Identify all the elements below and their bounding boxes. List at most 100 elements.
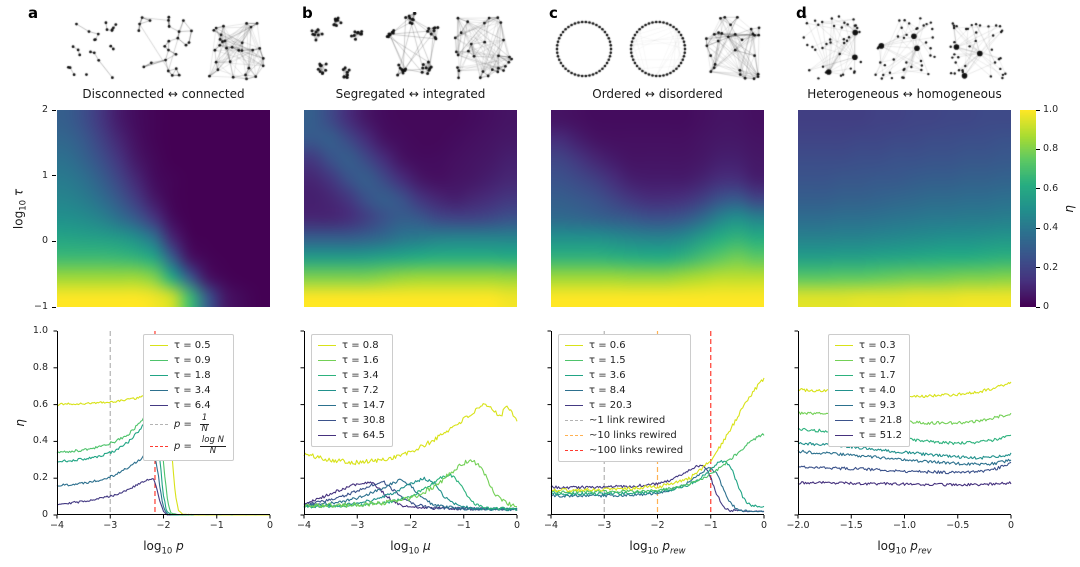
fraction-denominator: N — [201, 423, 208, 434]
heatmap-y-tick-label: 1 — [41, 169, 48, 181]
legend-entry-label: τ = 3.4 — [342, 370, 379, 381]
network-illustration — [945, 12, 1011, 84]
legend-swatch — [835, 435, 853, 436]
legend-swatch-dashed — [150, 445, 168, 447]
colorbar-tick-label: 1.0 — [1043, 104, 1059, 115]
legend-entry: τ = 8.4 — [565, 384, 683, 397]
legend-entry: τ = 0.3 — [835, 339, 902, 352]
x-tick-label: −1 — [209, 520, 224, 531]
y-tick-label: 0.6 — [32, 398, 48, 410]
legend-entry-label: τ = 1.7 — [859, 370, 896, 381]
network-illustration — [131, 12, 197, 84]
legend-entry: τ = 3.4 — [318, 369, 385, 382]
legend-swatch — [565, 390, 583, 391]
legend-entry-label: τ = 6.4 — [174, 400, 211, 411]
network-illustration — [378, 12, 444, 84]
series-line — [303, 478, 518, 512]
network-illustration — [57, 12, 123, 84]
legend-entry-label: τ = 0.3 — [859, 340, 896, 351]
heatmap-y-tick-label: 2 — [41, 104, 48, 115]
legend-swatch-dashed — [565, 420, 583, 421]
heatmap-canvas — [551, 110, 764, 307]
colorbar-tick — [1036, 306, 1040, 308]
series-line — [303, 459, 518, 509]
legend-swatch — [150, 360, 168, 361]
heatmap-y-axis-label: log10 τ — [11, 188, 29, 229]
legend-swatch-dashed — [565, 450, 583, 451]
colorbar-tick — [1036, 267, 1040, 269]
colorbar-tick-label: 0.4 — [1043, 222, 1059, 234]
x-tick-label: 0 — [266, 520, 274, 531]
x-tick-label: −1 — [703, 520, 718, 531]
legend-entry-label: τ = 7.2 — [342, 385, 379, 396]
legend-entry-label: τ = 64.5 — [342, 430, 386, 441]
x-tick-label: −1.0 — [892, 520, 917, 531]
network-illustration — [551, 12, 617, 84]
series-line — [550, 464, 765, 513]
colorbar-tick-label: 0.6 — [1043, 182, 1059, 194]
legend-entry-label: τ = 9.3 — [859, 400, 896, 411]
legend-swatch — [835, 375, 853, 376]
heatmap-canvas — [798, 110, 1011, 307]
legend-entry-label: τ = 8.4 — [589, 385, 626, 396]
x-tick-label: −2 — [403, 520, 418, 531]
legend-entry: ~1 link rewired — [565, 414, 683, 427]
x-tick-label: −2 — [156, 520, 171, 531]
x-tick-label: −1.5 — [839, 520, 863, 531]
series-line — [551, 377, 765, 493]
legend: τ = 0.8 τ = 1.6 τ = 3.4 τ = 7.2 τ = 14.7 τ = … — [311, 334, 394, 447]
legend-swatch — [318, 390, 336, 391]
series-line — [797, 480, 1012, 487]
panel-title-b: Segregated ↔ integrated — [335, 87, 486, 101]
panel-title-c: Ordered ↔ disordered — [592, 87, 723, 101]
legend-entry-label: τ = 14.7 — [342, 400, 386, 411]
legend-entry: τ = 1.5 — [565, 354, 683, 367]
x-axis-label-d: log10 prev — [877, 539, 932, 557]
legend-entry-label: τ = 0.8 — [342, 340, 379, 351]
panel-letter-a: a — [28, 4, 39, 22]
legend-entry-label: p = — [174, 418, 192, 430]
x-axis-label-c: log10 prew — [629, 539, 686, 557]
x-tick-label: 0 — [1007, 520, 1015, 531]
heatmap-canvas — [304, 110, 517, 307]
legend: τ = 0.5 τ = 0.9 τ = 1.8 τ = 3.4 τ = 6.4 p = 1… — [143, 334, 234, 461]
colorbar-tick — [1036, 148, 1040, 150]
legend-swatch — [835, 360, 853, 361]
x-tick-label: −2 — [650, 520, 665, 531]
legend-entry-label: τ = 1.5 — [589, 355, 626, 366]
lineplot-y-axis-label: η — [13, 419, 27, 427]
legend-entry: τ = 30.8 — [318, 414, 385, 427]
series-line — [550, 466, 765, 513]
legend-swatch — [835, 405, 853, 406]
legend-entry-label: ~10 links rewired — [589, 430, 677, 441]
network-illustration — [698, 12, 764, 84]
legend-entry: ~100 links rewired — [565, 444, 683, 457]
legend-entry-label: τ = 4.0 — [859, 385, 896, 396]
x-axis-label-b: log10 μ — [390, 539, 431, 557]
colorbar — [1020, 110, 1036, 307]
legend-entry: τ = 0.7 — [835, 354, 902, 367]
network-illustration — [204, 12, 270, 84]
legend-entry: τ = 1.8 — [150, 369, 226, 382]
colorbar-tick-label: 0 — [1043, 301, 1050, 312]
colorbar-label: η — [1062, 204, 1076, 213]
lineplot — [300, 330, 518, 519]
legend-entry: τ = 51.2 — [835, 429, 902, 442]
legend-entry-label: τ = 0.9 — [174, 355, 211, 366]
x-tick-label: −4 — [543, 520, 559, 531]
legend-entry: τ = 0.9 — [150, 354, 226, 367]
legend-swatch — [150, 390, 168, 391]
colorbar-tick — [1036, 227, 1040, 229]
x-tick-label: 0 — [760, 520, 768, 531]
heatmap-y-tick — [52, 109, 56, 111]
panel-title-d: Heterogeneous ↔ homogeneous — [807, 87, 1002, 101]
y-tick-label: 0.4 — [32, 435, 48, 447]
network-illustration — [798, 12, 864, 84]
legend-entry-label: ~1 link rewired — [589, 415, 666, 426]
legend-swatch — [318, 420, 336, 421]
legend-swatch-dashed — [150, 423, 168, 425]
colorbar-tick-label: 0.2 — [1043, 261, 1059, 273]
legend-entry: τ = 6.4 — [150, 399, 226, 412]
